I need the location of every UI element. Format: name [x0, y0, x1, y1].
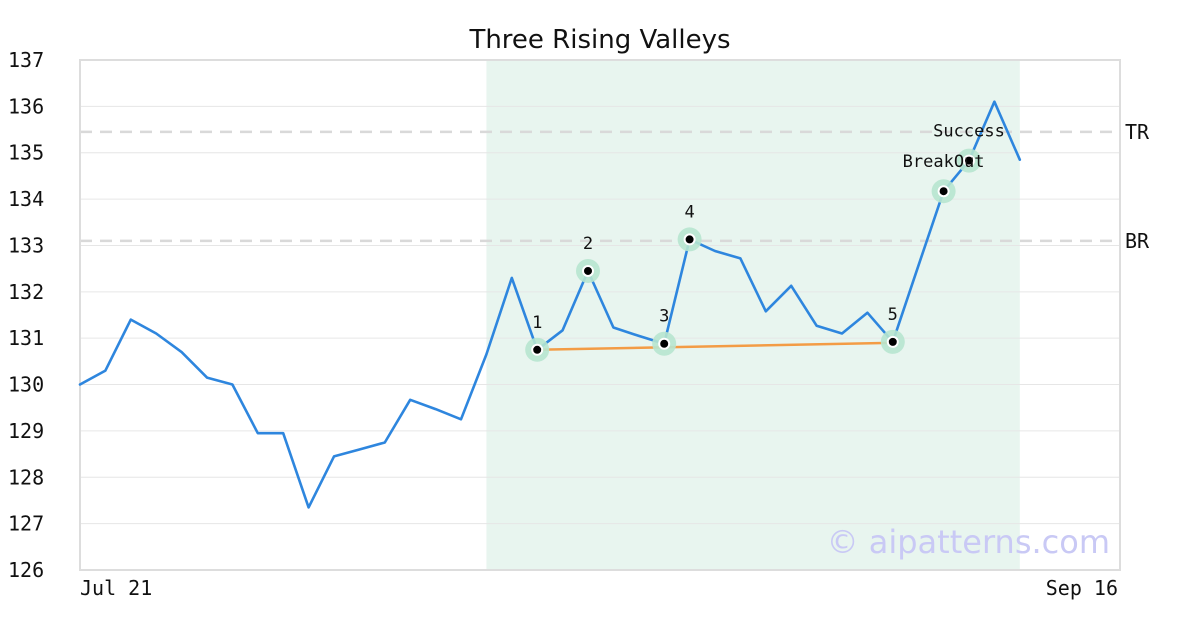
y-tick-label: 127: [8, 512, 44, 536]
pattern-point: [531, 343, 544, 356]
y-tick-label: 131: [8, 326, 44, 350]
pattern-point: [963, 154, 975, 167]
plot-frame: [79, 59, 1121, 571]
y-tick-label: 136: [8, 94, 44, 118]
chart-title: Three Rising Valleys: [468, 25, 730, 55]
annotation-label: Success: [933, 122, 1005, 142]
watermark: © aipatterns.com: [827, 523, 1110, 561]
annotation-label: BreakOut: [903, 152, 985, 172]
x-axis-ticks: Jul 21 Sep 16: [80, 576, 1118, 600]
annotations: BreakOut Success: [903, 122, 1005, 173]
highlight-range-layer: [486, 60, 1020, 570]
reference-lines: TR BR: [80, 120, 1150, 253]
pattern-point-label: 2: [583, 234, 593, 254]
pattern-point: [886, 335, 899, 348]
pattern-point-label: 5: [888, 305, 898, 325]
y-tick-label: 133: [8, 233, 44, 257]
x-tick-label: Jul 21: [80, 576, 152, 600]
x-tick-label: Sep 16: [1046, 576, 1118, 600]
price-series-line: [78, 100, 1022, 509]
y-axis-ticks: 126 127 128 129 130 131 132 133 134 135 136 137: [8, 48, 44, 582]
pattern-point: [582, 264, 594, 277]
reference-line-label: BR: [1125, 229, 1150, 253]
highlight-range: [486, 60, 1020, 570]
y-tick-label: 130: [8, 373, 44, 397]
pattern-point: [683, 233, 696, 246]
pattern-point-label: 3: [659, 307, 669, 327]
support-line-layer: [537, 341, 893, 352]
y-tick-label: 129: [8, 419, 44, 443]
y-tick-label: 128: [8, 465, 44, 489]
y-tick-label: 126: [8, 558, 44, 582]
support-line: [537, 341, 893, 352]
pattern-point-label: 4: [684, 202, 694, 222]
y-tick-label: 134: [8, 187, 44, 211]
reference-line-label: TR: [1125, 120, 1150, 144]
pattern-point: [658, 337, 671, 350]
y-tick-label: 137: [8, 48, 44, 72]
series-layer: [78, 100, 1022, 509]
pattern-point-label: 1: [532, 313, 542, 333]
y-tick-label: 135: [8, 141, 44, 165]
pattern-points: 1 2 3 4 5: [525, 148, 981, 362]
y-tick-label: 132: [8, 280, 44, 304]
pattern-point: [937, 185, 950, 198]
